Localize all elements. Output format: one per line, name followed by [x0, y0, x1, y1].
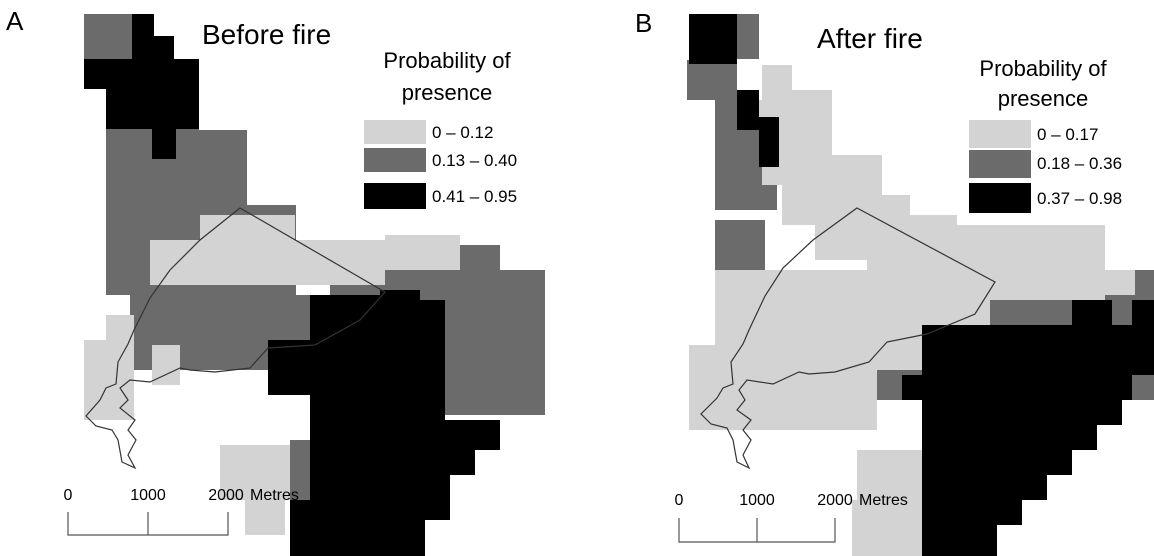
legend-title: Probability of: [979, 56, 1107, 81]
scale-unit: Metres: [859, 492, 908, 509]
legend-swatch-high: [364, 183, 426, 209]
scale-tick-1000: 1000: [130, 487, 166, 504]
legend-swatch-low: [969, 120, 1031, 148]
legend-b: Probability of presence 0 – 0.17 0.18 – …: [957, 55, 1154, 225]
map-b: B After fire Probability of presence 0 –…: [635, 8, 1154, 556]
scale-bar-a: 0 1000 2000 Metres: [64, 487, 299, 536]
fire-boundary-a: [85, 207, 386, 470]
legend-title: Probability of: [383, 48, 511, 73]
legend-label-high: 0.37 – 0.98: [1037, 189, 1122, 208]
raster-grid-a: [84, 14, 545, 556]
scale-tick-0: 0: [64, 487, 73, 504]
legend-subtitle: presence: [998, 86, 1089, 111]
legend-swatch-low: [364, 120, 426, 144]
panel-a: A Before fire Probability of presence 0 …: [6, 6, 552, 556]
panel-letter: B: [635, 8, 652, 38]
legend-swatch-mid: [364, 148, 426, 172]
scale-tick-2000: 2000: [817, 492, 853, 509]
legend-label-high: 0.41 – 0.95: [432, 187, 517, 206]
scale-bar-b: 0 1000 2000 Metres: [675, 492, 908, 543]
panel-title: After fire: [817, 23, 923, 54]
map-a: A Before fire Probability of presence 0 …: [6, 6, 552, 556]
raster-grid-b: [687, 14, 1154, 556]
scale-tick-2000: 2000: [208, 487, 244, 504]
legend-subtitle: presence: [402, 80, 493, 105]
legend-swatch-mid: [969, 150, 1031, 178]
panel-b: B After fire Probability of presence 0 –…: [577, 0, 1154, 556]
panel-letter: A: [6, 6, 24, 36]
fire-boundary-b: [700, 207, 996, 470]
legend-swatch-high: [969, 183, 1031, 213]
scale-unit: Metres: [250, 487, 299, 504]
legend-label-mid: 0.13 – 0.40: [432, 151, 517, 170]
legend-label-low: 0 – 0.12: [432, 123, 493, 142]
legend-a: Probability of presence 0 – 0.12 0.13 – …: [352, 48, 552, 235]
scale-tick-0: 0: [675, 492, 684, 509]
legend-label-mid: 0.18 – 0.36: [1037, 154, 1122, 173]
legend-label-low: 0 – 0.17: [1037, 125, 1098, 144]
panel-title: Before fire: [202, 19, 331, 50]
scale-tick-1000: 1000: [739, 492, 775, 509]
